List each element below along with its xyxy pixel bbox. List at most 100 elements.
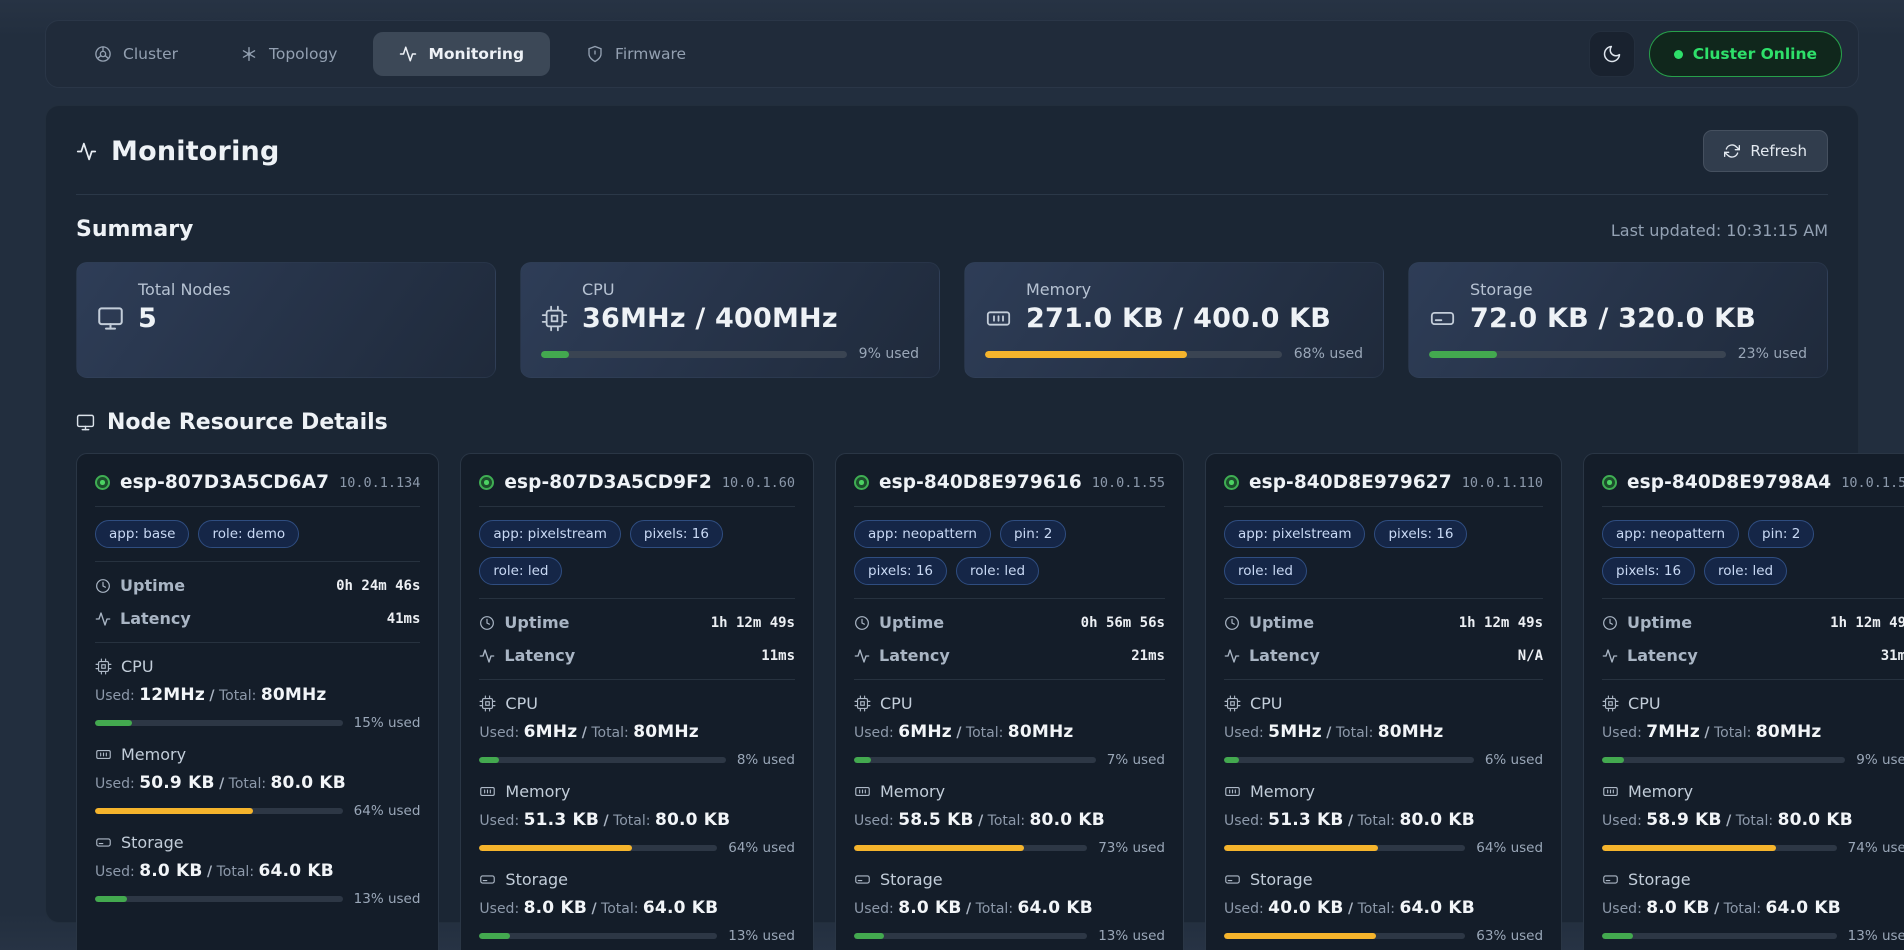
cpu-usage-line: Used: 6MHz / Total: 80MHz bbox=[479, 722, 699, 742]
tab-topology[interactable]: Topology bbox=[214, 32, 363, 76]
cpu-total-value: 80MHz bbox=[260, 685, 327, 705]
divider bbox=[1602, 506, 1904, 507]
refresh-button[interactable]: Refresh bbox=[1703, 130, 1828, 172]
storage-resource: Storage Used: 40.0 KB / Total: 64.0 KB 6… bbox=[1223, 870, 1543, 944]
node-header: esp-840D8E979616 10.0.1.55 bbox=[854, 472, 1165, 493]
cpu-used-value: 12MHz bbox=[139, 685, 205, 705]
progress-track bbox=[1602, 933, 1837, 939]
progress-track bbox=[479, 933, 718, 939]
nodes-heading: Node Resource Details bbox=[107, 410, 388, 435]
divider bbox=[1223, 506, 1544, 507]
node-tag: app: pixelstream bbox=[1223, 520, 1366, 548]
refresh-icon bbox=[1724, 144, 1741, 158]
storage-used-value: 8.0 KB bbox=[1646, 898, 1710, 918]
summary-card-label: Storage bbox=[1470, 280, 1533, 299]
uptime-label: Uptime bbox=[879, 613, 945, 632]
memory-label: Memory bbox=[1628, 782, 1694, 801]
cpu-resource: CPU Used: 6MHz / Total: 80MHz 8% used bbox=[479, 694, 795, 768]
storage-usage-line: Used: 8.0 KB / Total: 64.0 KB bbox=[479, 898, 719, 918]
latency-row: Latency 21ms bbox=[854, 646, 1165, 665]
memory-usage-line: Used: 50.9 KB / Total: 80.0 KB bbox=[95, 773, 346, 793]
cpu-usage-line: Used: 12MHz / Total: 80MHz bbox=[95, 685, 327, 705]
summary-header: Summary Last updated: 10:31:15 AM bbox=[76, 217, 1828, 242]
tab-label: Topology bbox=[269, 45, 338, 63]
cpu-label: CPU bbox=[505, 694, 538, 713]
page-title: Monitoring bbox=[111, 135, 280, 167]
tab-firmware[interactable]: Firmware bbox=[560, 32, 712, 76]
clock-icon bbox=[1603, 615, 1617, 630]
storage-total-value: 64.0 KB bbox=[1765, 898, 1841, 918]
tab-cluster[interactable]: Cluster bbox=[68, 32, 204, 76]
divider bbox=[1602, 679, 1904, 680]
uptime-row: Uptime 1h 12m 49s bbox=[1224, 613, 1543, 632]
cpu-icon bbox=[1602, 695, 1619, 712]
memory-resource: Memory Used: 50.9 KB / Total: 80.0 KB 64… bbox=[95, 745, 420, 819]
summary-heading: Summary bbox=[76, 217, 194, 242]
storage-usage-line: Used: 8.0 KB / Total: 64.0 KB bbox=[854, 898, 1093, 918]
node-ip: 10.0.1.53 bbox=[1841, 474, 1904, 491]
uptime-value: 1h 12m 49s bbox=[710, 614, 795, 631]
progress-track bbox=[1223, 933, 1466, 939]
uptime-label: Uptime bbox=[1248, 613, 1315, 632]
summary-card-value: 271.0 KB / 400.0 KB bbox=[1026, 303, 1332, 334]
uptime-value: 0h 24m 46s bbox=[336, 577, 421, 594]
cpu-usage-line: Used: 6MHz / Total: 80MHz bbox=[854, 722, 1074, 742]
divider bbox=[479, 506, 795, 507]
uptime-value: 1h 12m 49s bbox=[1830, 614, 1904, 631]
uptime-value: 0h 56m 56s bbox=[1080, 614, 1165, 631]
cluster-status-badge: Cluster Online bbox=[1648, 31, 1842, 77]
cpu-icon bbox=[854, 695, 871, 712]
latency-row: Latency N/A bbox=[1224, 646, 1543, 665]
storage-resource: Storage Used: 8.0 KB / Total: 64.0 KB 13… bbox=[854, 870, 1165, 944]
latency-value: 31ms bbox=[1880, 647, 1904, 664]
nav-tabs: Cluster Topology Monitoring Firmware bbox=[68, 32, 712, 76]
latency-label: Latency bbox=[120, 609, 191, 628]
status-label: Cluster Online bbox=[1692, 45, 1817, 63]
uptime-value: 1h 12m 49s bbox=[1458, 614, 1544, 631]
monitoring-panel: Monitoring Refresh Summary Last updated:… bbox=[45, 105, 1904, 950]
theme-toggle-button[interactable] bbox=[1588, 31, 1635, 77]
tab-monitoring[interactable]: Monitoring bbox=[373, 32, 551, 76]
divider bbox=[479, 598, 795, 599]
storage-used-value: 8.0 KB bbox=[898, 898, 962, 918]
node-online-dot-icon bbox=[854, 475, 869, 490]
summary-card-total-nodes: Total Nodes 5 bbox=[76, 262, 496, 378]
cpu-icon bbox=[541, 305, 568, 332]
progress-fill bbox=[479, 933, 511, 939]
divider bbox=[1602, 598, 1904, 599]
node-cards: esp-807D3A5CD6A7 10.0.1.134 app: base rol… bbox=[76, 453, 1904, 950]
storage-label: Storage bbox=[1249, 870, 1313, 889]
summary-card-value: 5 bbox=[138, 303, 157, 334]
node-name: esp-807D3A5CD6A7 bbox=[120, 472, 330, 493]
progress-fill bbox=[479, 845, 632, 851]
node-tag: pixels: 16 bbox=[854, 557, 948, 585]
summary-card-memory: Memory 271.0 KB / 400.0 KB 68% used bbox=[964, 262, 1384, 378]
cpu-total-value: 80MHz bbox=[1755, 722, 1822, 742]
memory-icon bbox=[1225, 787, 1240, 796]
divider bbox=[854, 506, 1165, 507]
progress-track bbox=[1223, 757, 1474, 763]
node-ip: 10.0.1.60 bbox=[721, 474, 795, 491]
harddrive-icon bbox=[1430, 311, 1455, 326]
progress-track bbox=[854, 845, 1088, 851]
storage-used-value: 40.0 KB bbox=[1268, 898, 1344, 918]
latency-value: 21ms bbox=[1131, 647, 1165, 664]
summary-card-label: CPU bbox=[582, 280, 615, 299]
progress-fill bbox=[1223, 933, 1376, 939]
progress-track bbox=[1602, 757, 1846, 763]
divider bbox=[76, 194, 1828, 195]
progress-fill bbox=[1223, 845, 1379, 851]
memory-resource: Memory Used: 58.5 KB / Total: 80.0 KB 73… bbox=[854, 782, 1165, 856]
node-tag: app: pixelstream bbox=[479, 520, 621, 548]
cpu-total-value: 80MHz bbox=[633, 722, 699, 742]
divider bbox=[479, 679, 795, 680]
uptime-row: Uptime 1h 12m 49s bbox=[1602, 613, 1904, 632]
progress-fill bbox=[479, 757, 500, 763]
node-card: esp-807D3A5CD6A7 10.0.1.134 app: base rol… bbox=[76, 453, 440, 950]
memory-total-value: 80.0 KB bbox=[270, 773, 346, 793]
topology-icon bbox=[242, 46, 256, 62]
node-tag: role: demo bbox=[198, 520, 300, 548]
cpu-total-value: 80MHz bbox=[1007, 722, 1074, 742]
harddrive-icon bbox=[855, 875, 870, 884]
memory-total-value: 80.0 KB bbox=[1029, 810, 1105, 830]
